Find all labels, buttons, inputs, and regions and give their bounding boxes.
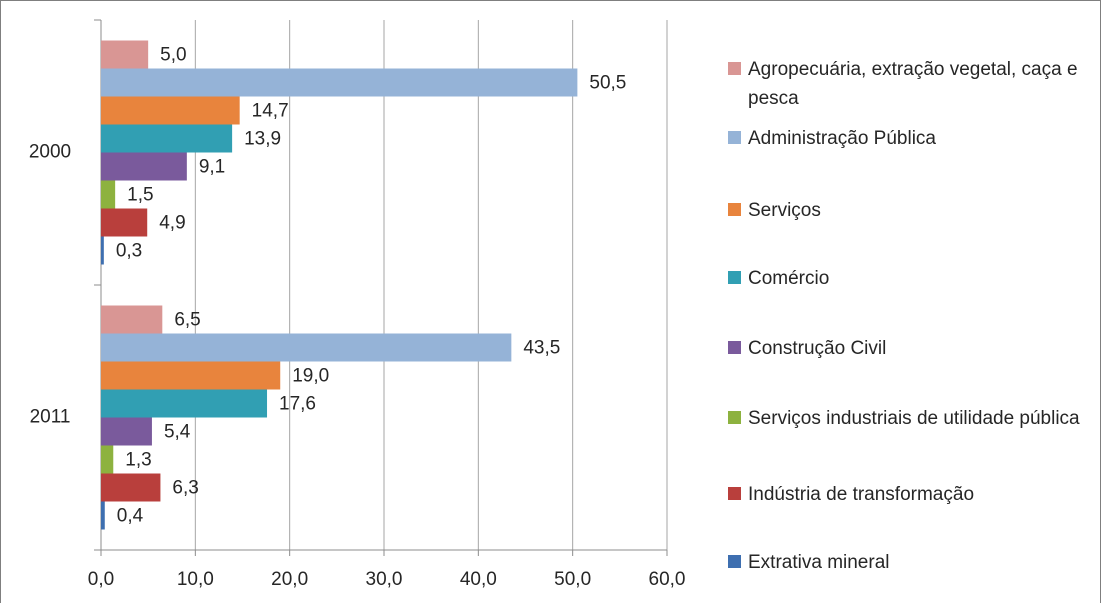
y-tick-label: 2000 <box>29 142 71 163</box>
value-label: 17,6 <box>279 394 316 415</box>
legend-label: Agropecuária, extração vegetal, caça e p… <box>748 59 1078 109</box>
bar <box>101 40 149 69</box>
bar <box>101 501 105 530</box>
bar <box>101 152 187 181</box>
legend-label: Serviços industriais de utilidade públic… <box>748 408 1080 429</box>
value-label: 43,5 <box>523 338 560 359</box>
value-label: 50,5 <box>589 73 626 94</box>
value-label: 13,9 <box>244 129 281 150</box>
legend-label: Comércio <box>748 268 830 289</box>
value-label: 6,5 <box>174 310 200 331</box>
x-tick-label: 30,0 <box>366 569 403 590</box>
legend-label: Construção Civil <box>748 338 887 359</box>
value-label: 5,4 <box>164 422 191 443</box>
x-tick-label: 10,0 <box>177 569 214 590</box>
legend-swatch <box>728 271 741 284</box>
legend-label: Serviços <box>748 200 821 221</box>
value-label: 1,3 <box>125 450 151 471</box>
bar <box>101 68 578 97</box>
x-tick-label: 40,0 <box>460 569 497 590</box>
value-label: 5,0 <box>160 45 186 66</box>
bar <box>101 305 163 334</box>
legend-swatch <box>728 555 741 568</box>
legend-swatch <box>728 341 741 354</box>
legend-swatch <box>728 62 741 75</box>
bar <box>101 417 152 446</box>
legend-swatch <box>728 411 741 424</box>
value-label: 9,1 <box>199 157 225 178</box>
value-label: 0,3 <box>116 241 142 262</box>
bar <box>101 389 268 418</box>
bar <box>101 333 512 362</box>
x-tick-label: 50,0 <box>554 569 591 590</box>
legend-swatch <box>728 487 741 500</box>
value-label: 14,7 <box>252 101 289 122</box>
x-tick-label: 60,0 <box>649 569 686 590</box>
bar <box>101 124 233 153</box>
legend-label: Extrativa mineral <box>748 552 890 573</box>
legend-swatch <box>728 203 741 216</box>
bar <box>101 96 240 125</box>
value-label: 19,0 <box>292 366 329 387</box>
x-tick-label: 20,0 <box>271 569 308 590</box>
bar <box>101 445 114 474</box>
bar <box>101 361 281 390</box>
legend-label: Indústria de transformação <box>748 484 975 505</box>
legend-swatch <box>728 131 741 144</box>
x-tick-label: 0,0 <box>88 569 114 590</box>
bar <box>101 473 161 502</box>
y-tick-label: 2011 <box>30 407 71 428</box>
value-label: 4,9 <box>159 213 185 234</box>
value-label: 1,5 <box>127 185 153 206</box>
value-label: 0,4 <box>117 506 144 527</box>
bar <box>101 208 148 237</box>
legend-label: Administração Pública <box>748 128 936 149</box>
value-label: 6,3 <box>172 478 198 499</box>
bar <box>101 180 116 209</box>
bar <box>101 236 104 265</box>
